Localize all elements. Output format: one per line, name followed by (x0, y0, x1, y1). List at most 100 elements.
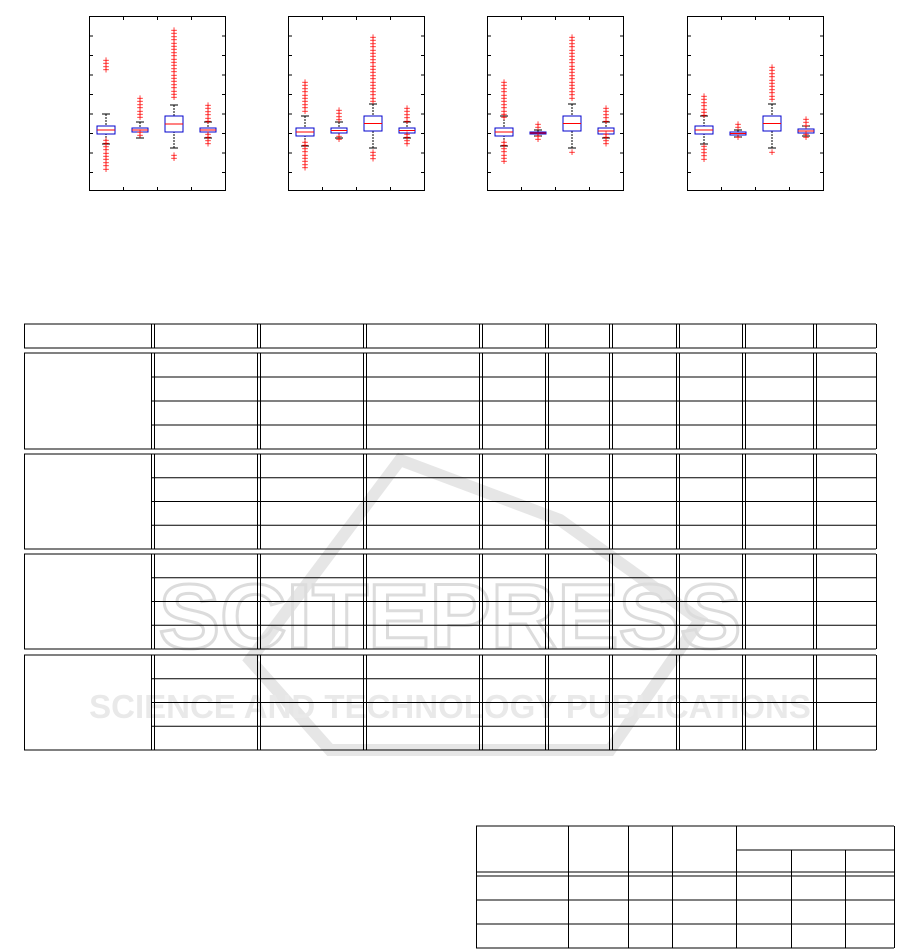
outlier-marker: + (102, 155, 110, 165)
outlier-marker: + (768, 82, 776, 92)
outlier-marker: + (500, 110, 508, 120)
outlier-marker: + (102, 136, 110, 146)
outlier-marker: + (102, 162, 110, 172)
outlier-marker: + (335, 132, 343, 142)
outlier-marker: + (170, 61, 178, 71)
outlier-marker: + (500, 104, 508, 114)
boxplot-panel-2: ++++++++++++++++++++++++++++++++++++++++… (288, 16, 425, 191)
table-group-1 (24, 352, 877, 450)
box-4: ++++++++++ (199, 101, 217, 150)
box-3: ++++++++++++ (762, 63, 782, 158)
plot-frame (687, 16, 824, 191)
outlier-marker: + (500, 141, 508, 151)
box-2: ++++++ (330, 106, 348, 145)
outlier-marker: + (369, 97, 377, 107)
outlier-marker: + (301, 144, 309, 154)
outlier-marker: + (170, 151, 178, 161)
outlier-marker: + (700, 145, 708, 155)
outlier-marker: + (500, 144, 508, 154)
box-1: ++++++++++++++ (96, 56, 116, 175)
outlier-marker: + (602, 136, 610, 146)
outlier-marker: + (500, 94, 508, 104)
outlier-marker: + (136, 107, 144, 117)
outlier-marker: + (568, 81, 576, 91)
box-1: +++++++++++++++++++ (295, 78, 315, 174)
outlier-marker: + (602, 130, 610, 140)
outlier-marker: + (102, 149, 110, 159)
box-1: ++++++++++++ (694, 92, 714, 165)
outlier-marker: + (335, 135, 343, 145)
outlier-marker: + (369, 62, 377, 72)
outlier-marker: + (204, 104, 212, 114)
boxplot-panel-3: ++++++++++++++++++++++++++++++++++++++++… (487, 16, 624, 191)
box-2: +++++++++ (131, 94, 149, 141)
outlier-marker: + (768, 76, 776, 86)
outlier-marker: + (170, 45, 178, 55)
outlier-marker: + (369, 52, 377, 62)
outlier-marker: + (369, 65, 377, 75)
outlier-marker: + (500, 113, 508, 123)
outlier-marker: + (534, 120, 542, 130)
outlier-marker: + (568, 33, 576, 43)
outlier-marker: + (204, 117, 212, 127)
outlier-marker: + (102, 66, 110, 76)
outlier-marker: + (768, 85, 776, 95)
outlier-marker: + (500, 157, 508, 167)
outlier-marker: + (170, 93, 178, 103)
outlier-marker: + (534, 132, 542, 142)
outlier-marker: + (768, 89, 776, 99)
outlier-marker: + (768, 95, 776, 105)
outlier-marker: + (170, 84, 178, 94)
outlier-marker: + (403, 114, 411, 124)
outlier-marker: + (369, 59, 377, 69)
outlier-marker: + (301, 154, 309, 164)
outlier-marker: + (136, 113, 144, 123)
box-4: +++++++++ (398, 104, 416, 150)
outlier-marker: + (204, 111, 212, 121)
box-3: +++++++++++++++++++++ (562, 33, 582, 158)
outlier-marker: + (301, 84, 309, 94)
outlier-marker: + (568, 87, 576, 97)
outlier-marker: + (102, 59, 110, 69)
outlier-marker: + (369, 49, 377, 59)
outlier-marker: + (403, 136, 411, 146)
outlier-marker: + (170, 48, 178, 58)
outlier-marker: + (301, 160, 309, 170)
table-group-4 (24, 654, 877, 751)
box-3: ++++++++++++++++++++++++ (363, 33, 383, 164)
outlier-marker: + (204, 101, 212, 111)
outlier-marker: + (700, 98, 708, 108)
outlier-marker: + (102, 146, 110, 156)
box-2: +++ (729, 120, 747, 143)
outlier-marker: + (301, 138, 309, 148)
outlier-marker: + (301, 97, 309, 107)
box-3: ++++++++++++++++++++++++ (164, 26, 184, 164)
outlier-marker: + (170, 77, 178, 87)
box-2: ++++ (529, 120, 547, 145)
outlier-marker: + (768, 69, 776, 79)
results-table (24, 323, 877, 751)
outlier-marker: + (102, 139, 110, 149)
outlier-marker: + (335, 106, 343, 116)
outlier-marker: + (500, 88, 508, 98)
outlier-marker: + (301, 107, 309, 117)
outlier-marker: + (369, 151, 377, 161)
outlier-marker: + (700, 92, 708, 102)
boxplot-panel-4: ++++++++++++++++++++++++++++++++ (687, 16, 824, 191)
outlier-marker: + (602, 107, 610, 117)
outlier-marker: + (500, 91, 508, 101)
outlier-marker: + (568, 49, 576, 59)
outlier-marker: + (369, 68, 377, 78)
outlier-marker: + (802, 121, 810, 131)
outlier-marker: + (301, 151, 309, 161)
outlier-marker: + (301, 88, 309, 98)
outlier-marker: + (301, 164, 309, 174)
outlier-marker: + (500, 97, 508, 107)
outlier-marker: + (602, 140, 610, 150)
outlier-marker: + (369, 84, 377, 94)
outlier-marker: + (369, 148, 377, 158)
outlier-marker: + (136, 97, 144, 107)
outlier-marker: + (602, 110, 610, 120)
outlier-marker: + (136, 94, 144, 104)
outlier-marker: + (802, 130, 810, 140)
